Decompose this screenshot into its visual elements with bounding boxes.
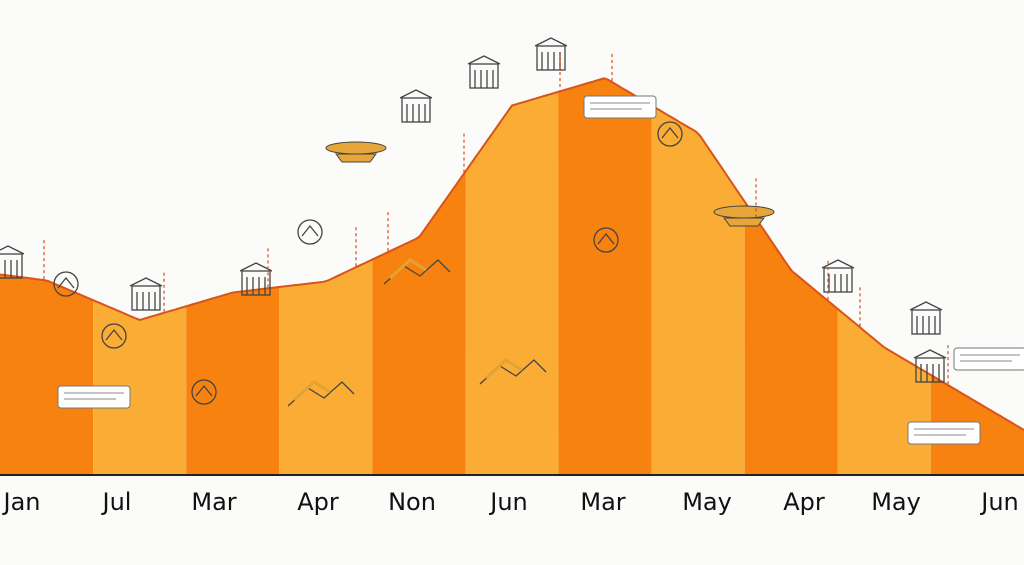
x-tick-label: Mar — [191, 488, 236, 516]
worker-icon — [297, 219, 323, 245]
x-tick-label: May — [871, 488, 921, 516]
area-band — [372, 171, 466, 474]
microchip-icon — [821, 259, 855, 293]
x-tick-labels: Jan Jul Mar Apr Non Jun Mar May Apr May … — [2, 488, 1019, 516]
x-tick-label: Mar — [580, 488, 625, 516]
shovel-icon — [191, 379, 217, 405]
crate-icon — [534, 37, 568, 71]
x-tick-label: Apr — [297, 488, 339, 516]
area-band — [0, 274, 94, 474]
area-band — [465, 91, 559, 475]
x-tick-label: Jun — [979, 488, 1019, 516]
area-bands — [0, 78, 1024, 475]
dome-icon — [913, 349, 947, 383]
x-tick-label: Jul — [101, 488, 132, 516]
gateway-icon — [909, 301, 943, 335]
area-band — [744, 201, 838, 475]
x-tick-label: Jun — [488, 488, 528, 516]
x-tick-label: Apr — [783, 488, 825, 516]
area-band — [558, 78, 652, 474]
gold-bar-icon — [713, 205, 775, 227]
decoration-layer — [0, 37, 1024, 445]
factory-icon — [583, 95, 657, 119]
castle-icon — [129, 277, 163, 311]
area-band — [651, 105, 745, 474]
x-tick-label: May — [682, 488, 732, 516]
tools-icon — [239, 262, 273, 296]
x-tick-label: Non — [388, 488, 436, 516]
bell-icon — [953, 347, 1024, 371]
area-band — [93, 300, 187, 474]
globe-icon — [53, 271, 79, 297]
columns-building-icon — [907, 421, 981, 445]
x-tick-label: Jan — [2, 488, 41, 516]
area-outline-layer — [0, 77, 1024, 431]
trowel-icon — [657, 121, 683, 147]
area-outline — [0, 77, 1024, 431]
map-line-icon — [287, 380, 355, 407]
area-band — [186, 287, 280, 474]
castle-icon — [593, 227, 619, 253]
ship-icon — [325, 141, 387, 163]
area-band — [279, 259, 373, 474]
globe-icon — [479, 358, 547, 385]
scale-icon — [383, 258, 451, 285]
temple-icon — [467, 55, 501, 89]
monument-icon — [399, 89, 433, 123]
open-book-icon — [101, 323, 127, 349]
document-card-icon — [57, 385, 131, 409]
columns-building-icon — [0, 245, 25, 279]
